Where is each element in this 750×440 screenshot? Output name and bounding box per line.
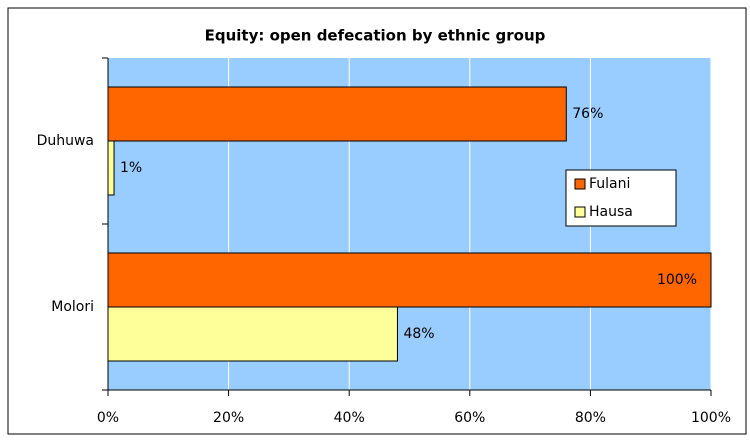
legend-label: Fulani: [589, 176, 630, 192]
x-tick-label: 0%: [97, 410, 119, 426]
value-label: 100%: [657, 272, 697, 288]
legend-swatch: [574, 178, 586, 190]
value-label: 1%: [120, 160, 142, 176]
bar: [107, 86, 567, 142]
y-tick-label: Duhuwa: [37, 133, 94, 149]
x-tick-label: 80%: [575, 410, 606, 426]
y-tick-label: Molori: [51, 299, 94, 315]
chart-title: Equity: open defecation by ethnic group: [205, 27, 546, 45]
legend-swatch: [574, 206, 586, 218]
x-tick-label: 40%: [334, 410, 365, 426]
bar: [107, 306, 398, 362]
value-label: 48%: [403, 326, 434, 342]
legend-label: Hausa: [589, 204, 633, 220]
x-tick-label: 20%: [213, 410, 244, 426]
bar: [107, 252, 712, 308]
value-label: 76%: [572, 106, 603, 122]
x-tick-label: 100%: [691, 410, 731, 426]
bar: [107, 140, 115, 196]
x-tick-label: 60%: [454, 410, 485, 426]
